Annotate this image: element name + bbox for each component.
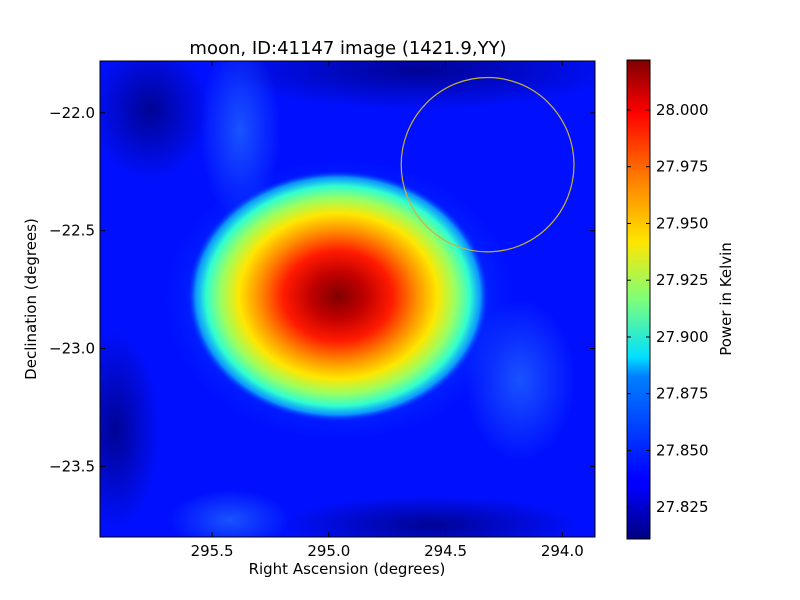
x-tick-label: 295.0 (307, 542, 350, 560)
y-tick-label: −22.0 (49, 104, 95, 122)
y-tick-label: −22.5 (49, 222, 95, 240)
chart-title: moon, ID:41147 image (1421.9,YY) (189, 38, 506, 59)
colorbar-label: Power in Kelvin (717, 242, 735, 356)
x-tick-label: 295.5 (191, 542, 234, 560)
heatmap-light-region-bottomleft (170, 490, 290, 537)
heatmap-dark-region-bottom (280, 495, 580, 537)
colorbar-tick-label: 27.950 (656, 214, 709, 232)
y-tick-label: −23.5 (49, 457, 95, 475)
heatmap-dark-region-top (220, 61, 595, 110)
plot-frame (99, 60, 596, 538)
heatmap-peak (188, 171, 488, 421)
colorbar-gradient (627, 60, 650, 539)
colorbar-tick-label: 27.825 (656, 498, 709, 516)
heatmap-dark-region-left (100, 330, 160, 530)
colorbar-tick-label: 27.925 (656, 271, 709, 289)
colorbar-tick-label: 28.000 (656, 101, 709, 119)
y-tick-label: −23.0 (49, 339, 95, 357)
x-tick-label: 294.5 (424, 542, 467, 560)
colorbar-frame (626, 59, 651, 540)
colorbar: 27.825 27.850 27.875 27.900 27.925 27.950 27.9… (626, 59, 709, 540)
colorbar-tick-label: 27.975 (656, 158, 709, 176)
x-axis-label: Right Ascension (degrees) (249, 560, 446, 578)
heatmap-image (100, 61, 595, 537)
region-circle (400, 76, 575, 253)
colorbar-tick-label: 27.875 (656, 385, 709, 403)
x-tick-label: 294.0 (541, 542, 584, 560)
y-axis-label: Declination (degrees) (22, 218, 40, 380)
overlay-layer (400, 76, 575, 253)
heatmap-dark-region-topleft (100, 61, 210, 180)
colorbar-tick-label: 27.900 (656, 328, 709, 346)
y-axis: −22.0 −22.5 −23.0 −23.5 (49, 104, 595, 475)
colorbar-ticks: 27.825 27.850 27.875 27.900 27.925 27.950 27.9… (627, 101, 709, 516)
x-axis: 295.5 295.0 294.5 294.0 (191, 61, 584, 560)
colorbar-tick-label: 27.850 (656, 441, 709, 459)
